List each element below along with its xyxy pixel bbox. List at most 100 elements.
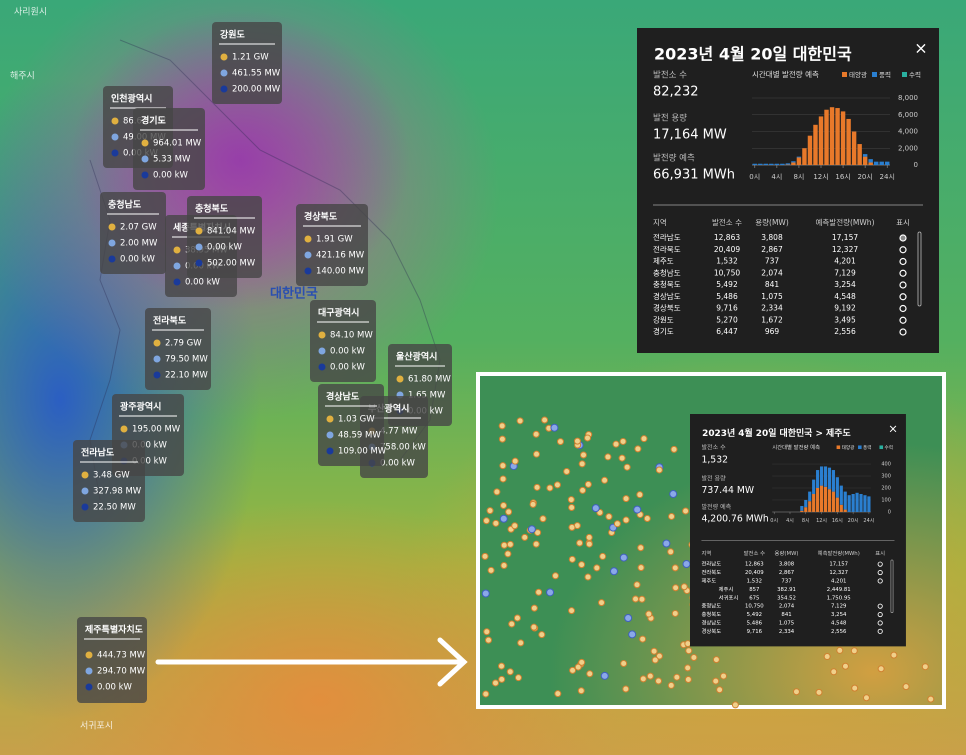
close-button[interactable]: ×: [888, 422, 898, 436]
x-tick-label: 16시: [835, 173, 850, 181]
table-cell: 제주도: [701, 576, 716, 584]
legend-swatch: [842, 72, 847, 77]
plant-dot: [640, 435, 648, 443]
region-card: 경기도 964.01 MW 5.33 MW 0.00 kW: [133, 108, 205, 190]
toggle[interactable]: [899, 234, 907, 242]
toggle[interactable]: [899, 257, 907, 266]
toggle[interactable]: [899, 281, 907, 289]
table-cell: 전라북도: [653, 244, 681, 254]
plant-dot: [792, 688, 800, 696]
plant-dot: [643, 514, 651, 522]
plant-dot: [521, 533, 529, 541]
toggle[interactable]: [877, 561, 883, 567]
legend-swatch: [836, 445, 841, 450]
toggle[interactable]: [899, 293, 907, 301]
stat-label: 발전량 예측: [653, 153, 695, 164]
plant-dot: [497, 662, 505, 670]
toggle[interactable]: [877, 611, 883, 618]
source-dot: [141, 155, 149, 163]
table-cell: 충청남도: [653, 268, 681, 277]
toggle[interactable]: [877, 603, 883, 609]
plant-dot: [639, 675, 647, 683]
stat-value: 1,532: [701, 454, 728, 465]
plant-dot: [655, 652, 663, 660]
table-cell: 전라남도: [701, 560, 721, 568]
scrollbar: [890, 559, 894, 614]
table-cell: 경상북도: [653, 303, 681, 313]
table-header: 발전소 수: [712, 217, 742, 227]
plant-dot: [546, 588, 555, 597]
x-tick-label: 20시: [857, 173, 872, 181]
plant-dot: [538, 631, 546, 639]
plant-dot: [532, 430, 540, 438]
plant-dot: [578, 658, 586, 666]
bar: [796, 157, 802, 165]
plant-dot: [668, 512, 676, 520]
table-cell: 969: [765, 327, 780, 336]
plant-dot: [836, 646, 844, 654]
source-dot: [173, 262, 181, 270]
stat-value: 17,164 MW: [653, 128, 727, 143]
source-dot: [326, 447, 334, 455]
plant-dot: [877, 665, 885, 673]
legend-swatch: [858, 445, 862, 450]
plant-dot: [927, 695, 935, 703]
toggle[interactable]: [899, 304, 907, 313]
plant-dot: [670, 445, 678, 453]
source-dot: [396, 375, 404, 383]
panel-bg: [690, 414, 906, 647]
table-cell: 2,867: [761, 245, 783, 254]
map-label: 서귀포시: [80, 721, 113, 732]
toggle[interactable]: [877, 620, 883, 626]
plant-dot: [671, 564, 679, 572]
x-tick-label: 4시: [786, 518, 794, 524]
plant-dot: [712, 656, 720, 664]
toggle[interactable]: [899, 246, 907, 254]
bar: [827, 489, 832, 512]
plant-dot: [556, 438, 564, 446]
bar: [839, 485, 843, 505]
plant-dot: [529, 500, 537, 508]
toggle[interactable]: [899, 316, 907, 324]
plant-dot: [815, 688, 823, 696]
panel-bg: [637, 28, 939, 353]
toggle[interactable]: [899, 269, 907, 277]
table-cell: 1,532: [716, 257, 738, 266]
bar: [829, 107, 835, 165]
table-cell: 1,075: [761, 292, 783, 301]
x-tick-label: 4시: [771, 173, 782, 181]
plant-dot: [499, 514, 508, 523]
source-dot: [120, 425, 128, 433]
close-button[interactable]: ×: [914, 39, 927, 58]
plant-dot: [584, 480, 592, 488]
table-cell: 10,750: [714, 268, 740, 277]
plant-dot: [636, 491, 644, 499]
toggle[interactable]: [877, 628, 883, 634]
table-cell: 10,750: [745, 604, 764, 610]
toggle[interactable]: [899, 328, 907, 336]
region-card: 전라남도 3.48 GW 327.98 MW 22.50 MW: [73, 440, 145, 522]
table-cell: 2,556: [834, 327, 856, 336]
card-value: 1.91 GW: [316, 235, 353, 245]
plant-dot: [584, 434, 592, 442]
plant-dot: [633, 505, 642, 514]
source-dot: [195, 243, 203, 251]
bar: [780, 163, 785, 165]
legend-label: 풍력: [863, 444, 872, 451]
table-cell: 강원도: [653, 314, 674, 324]
y-tick-label: 0: [914, 161, 918, 169]
source-dot: [318, 363, 326, 371]
table-cell: 9,716: [716, 304, 738, 313]
plant-dot: [598, 599, 606, 607]
chart-title: 시간대별 발전량 예측: [772, 443, 820, 451]
source-dot: [318, 331, 326, 339]
plant-dot: [645, 610, 653, 618]
table-cell: 7,129: [834, 268, 856, 277]
card-value: 48.59 MW: [338, 431, 381, 441]
toggle[interactable]: [877, 569, 883, 576]
table-header: 표시: [875, 550, 885, 557]
region-card: 경상남도 1.03 GW 48.59 MW 109.00 MW: [318, 384, 387, 466]
plant-dot: [639, 635, 647, 643]
toggle[interactable]: [877, 578, 883, 584]
plant-dot: [671, 609, 679, 617]
